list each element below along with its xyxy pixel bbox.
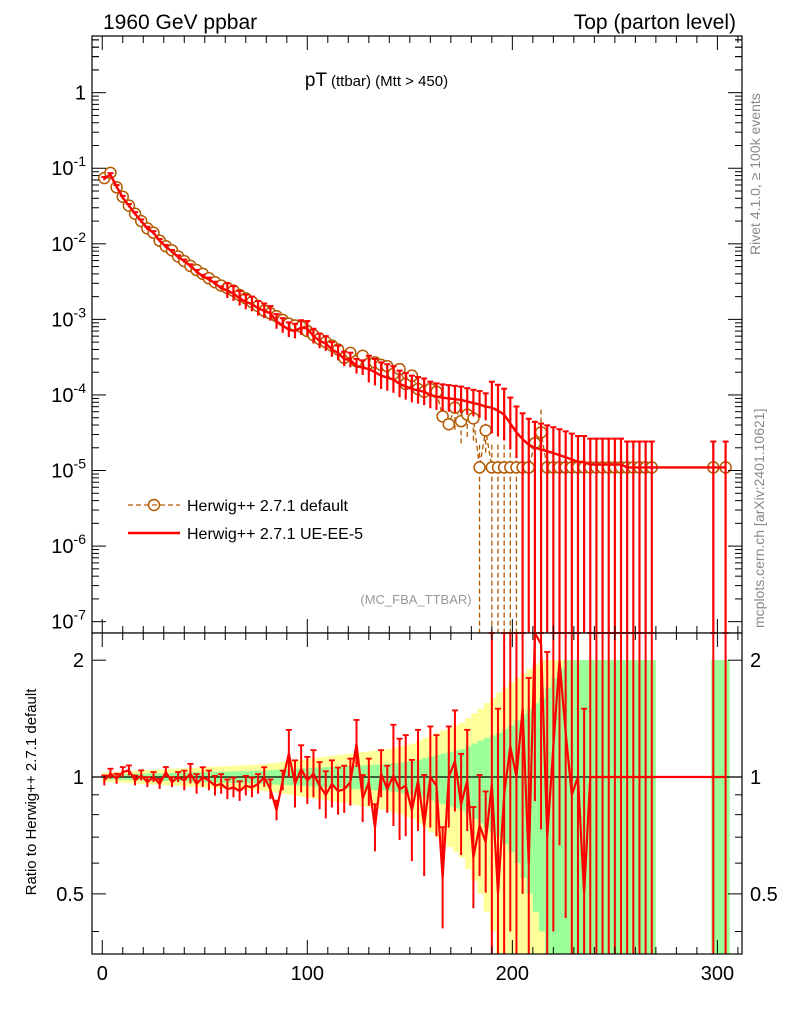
ratio-line [103,628,726,894]
ratio-y-tick-label-right: 1 [750,767,761,789]
legend-default-label: Herwig++ 2.7.1 default [187,498,349,515]
ratio-band-green [532,703,540,912]
ratio-band-green [606,660,613,954]
mcplots-label: mcplots.cern.ch [arXiv:2401.10621] [751,409,767,628]
y-tick-label: 1 [75,83,86,105]
main-axes: 10-7 10-6 10-5 10-4 10-3 10-2 10-1 1 [51,36,742,634]
header-left: 1960 GeV ppbar [103,11,257,34]
ratio-band-green [397,762,404,793]
ratio-band-green [625,660,632,954]
y-tick-label: 10-6 [51,531,86,558]
x-tick-label: 0 [97,963,108,985]
ratio-y-tick-label: 1 [73,767,84,789]
ratio-band-green [569,660,576,954]
ratio-band-green [409,760,416,795]
ratio-band-green [594,660,601,954]
ratio-band-green [483,738,490,828]
ratio-plot-content [92,628,742,954]
ratio-band-green [520,714,527,878]
x-tick-label: 300 [701,963,734,985]
x-tick-label: 100 [291,963,324,985]
ratio-band-green [514,720,521,864]
ratio-band-green [637,660,644,954]
y-tick-label: 10-3 [51,304,86,331]
ratio-panel: 0 100 200 300 0.5 0.5 1 1 2 2 Ratio to Herwig++ 2… [23,628,778,985]
header-right: Top (parton level) [574,11,736,34]
ratio-band-green [539,697,546,932]
ratio-band-green [440,753,447,805]
ratio-band-green [618,660,626,954]
series-default-point [473,461,486,474]
legend-default-marker [147,498,161,512]
ratio-y-tick-label: 2 [73,650,84,672]
ratio-band-green [717,660,724,954]
ratio-band-green [631,660,638,954]
ratio-axes: 0 100 200 300 0.5 0.5 1 1 2 2 [56,633,778,985]
ratio-band-green [495,732,503,838]
ratio-band-green [477,740,484,824]
analysis-label: (MC_FBA_TTBAR) [360,592,471,607]
rivet-label: Rivet 4.1.0, ≥ 100k events [747,93,763,255]
ratio-band-green [434,754,441,803]
ratio-band-green [508,725,515,853]
ratio-band-green [723,660,730,954]
x-tick-label: 200 [496,963,529,985]
series-default-point [442,417,456,431]
ratio-band-green [711,660,718,954]
ratio-band-green [471,743,478,819]
ratio-band-green [415,759,423,797]
ratio-band-green [459,749,466,811]
chart-title-main: pT [305,70,328,91]
ratio-y-tick-label-right: 2 [750,650,761,672]
ratio-band-green [649,660,656,954]
legend: Herwig++ 2.7.1 default Herwig++ 2.7.1 UE… [128,498,363,543]
chart-title-sub: (ttbar) (Mtt > 450) [331,73,448,90]
ratio-band-green [582,660,589,954]
y-tick-label: 10-4 [51,380,86,407]
ratio-band-green [588,660,595,954]
ratio-y-tick-label-right: 0.5 [750,884,778,906]
ratio-band-green [563,660,570,954]
series-default-point [479,424,492,437]
ratio-band-green [612,660,619,954]
ratio-band-green [446,752,453,807]
ratio-band-green [403,761,410,794]
ratio-band-green [422,757,429,799]
legend-ue-label: Herwig++ 2.7.1 UE-EE-5 [187,526,363,543]
main-panel: 10-7 10-6 10-5 10-4 10-3 10-2 10-1 1 pT (ttbar)… [51,35,743,634]
ratio-band-green [643,660,650,954]
ratio-band-green [600,660,607,954]
y-tick-label: 10-2 [51,229,86,256]
y-tick-label: 10-1 [51,153,86,180]
ratio-frame [91,632,743,955]
ratio-band-green [551,677,558,954]
ratio-ylabel: Ratio to Herwig++ 2.7.1 default [23,688,40,896]
ratio-band-green [557,668,564,954]
main-plot-content [98,166,732,633]
y-tick-label: 10-7 [51,607,86,634]
y-tick-label: 10-5 [51,456,86,483]
ratio-y-tick-label: 0.5 [56,884,84,906]
ratio-band-green [452,750,460,809]
